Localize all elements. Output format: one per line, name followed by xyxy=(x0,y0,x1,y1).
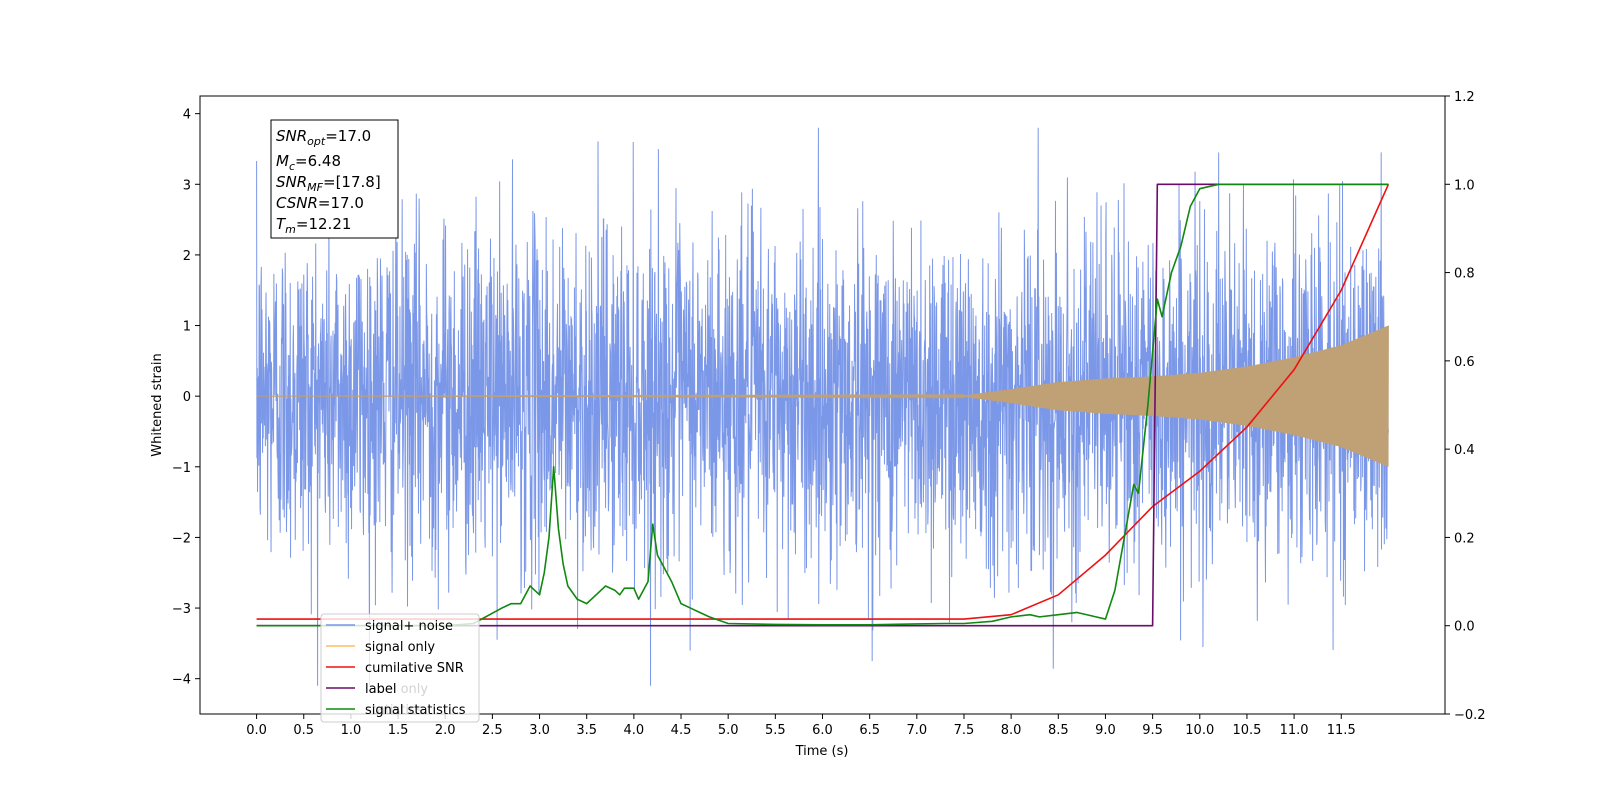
y-right-tick-label: 0.6 xyxy=(1454,355,1475,370)
x-tick-label: 10.0 xyxy=(1185,723,1214,738)
legend: label only statistics signal+ noise sign… xyxy=(320,613,480,723)
x-tick-label: 1.5 xyxy=(388,723,409,738)
y-right-tick-label: 0.4 xyxy=(1454,443,1475,458)
y-left-tick-label: 1 xyxy=(183,320,191,335)
y-right-tick-label: 1.2 xyxy=(1454,90,1475,105)
x-tick-label: 5.0 xyxy=(718,723,739,738)
x-axis-label: Time (s) xyxy=(795,744,849,759)
info-csnr: CSNR=17.0 xyxy=(276,194,364,212)
series-signal-statistics xyxy=(256,183,1389,627)
x-tick-label: 10.5 xyxy=(1232,723,1261,738)
svg-text:cumilative SNR: cumilative SNR xyxy=(365,661,464,676)
info-snr-opt: SNRopt=17.0 xyxy=(276,127,371,148)
x-tick-label: 2.0 xyxy=(435,723,456,738)
y-right-tick-label: 1.0 xyxy=(1454,178,1475,193)
y-left-tick-label: −3 xyxy=(172,602,191,617)
info-snr-mf: SNRMF=[17.8] xyxy=(276,173,381,194)
series-cumulative-snr xyxy=(256,183,1390,620)
y-right-tick-label: 0.8 xyxy=(1454,267,1475,282)
legend-item-signal-statistics: signal statistics xyxy=(326,703,466,718)
x-tick-label: 7.5 xyxy=(954,723,975,738)
y-axis-right: 1.2 1.0 0.8 0.6 0.4 0.2 0.0 −0.2 xyxy=(1445,90,1486,723)
x-tick-label: 0.0 xyxy=(246,723,267,738)
legend-ghost-statistics: statistics xyxy=(365,703,423,718)
info-tm: Tm=12.21 xyxy=(276,215,351,236)
x-tick-label: 11.0 xyxy=(1280,723,1309,738)
y-left-tick-label: 2 xyxy=(183,249,191,264)
y-right-tick-label: 0.0 xyxy=(1454,620,1475,635)
y-right-tick-label: 0.2 xyxy=(1454,531,1475,546)
x-axis: 0.0 0.5 1.0 1.5 2.0 2.5 3.0 3.5 4.0 4.5 5.0 5.5 6.0 6… xyxy=(246,714,1356,738)
y-right-tick-label: −0.2 xyxy=(1454,708,1486,723)
x-tick-label: 9.5 xyxy=(1142,723,1163,738)
y-left-tick-label: 4 xyxy=(183,108,191,123)
legend-item-cumulative-snr: cumilative SNR xyxy=(326,661,464,676)
y-left-tick-label: 0 xyxy=(183,390,191,405)
info-mc: Mc=6.48 xyxy=(276,152,341,173)
legend-item-signal-only: signal only xyxy=(326,640,435,655)
y-left-tick-label: −2 xyxy=(172,531,191,546)
svg-text:signal+ noise: signal+ noise xyxy=(365,619,453,634)
x-tick-label: 1.0 xyxy=(341,723,362,738)
y-left-tick-label: −1 xyxy=(172,461,191,476)
x-tick-label: 8.0 xyxy=(1001,723,1022,738)
y-axis-left: 4 3 2 1 0 −1 −2 −3 −4 xyxy=(172,108,200,688)
svg-text:signal statistics: signal statistics xyxy=(365,703,466,718)
x-tick-label: 0.5 xyxy=(293,723,314,738)
x-tick-label: 3.5 xyxy=(576,723,597,738)
legend-item-label: label xyxy=(326,682,396,697)
svg-text:signal only: signal only xyxy=(365,640,435,655)
x-tick-label: 4.0 xyxy=(624,723,645,738)
plot-area xyxy=(256,127,1390,686)
x-tick-label: 6.5 xyxy=(859,723,880,738)
y-left-tick-label: −4 xyxy=(172,673,191,688)
x-tick-label: 8.5 xyxy=(1048,723,1069,738)
x-tick-label: 6.0 xyxy=(812,723,833,738)
x-tick-label: 11.5 xyxy=(1327,723,1356,738)
x-tick-label: 4.5 xyxy=(671,723,692,738)
x-tick-label: 3.0 xyxy=(529,723,550,738)
x-tick-label: 5.5 xyxy=(765,723,786,738)
legend-item-signal-noise: signal+ noise xyxy=(326,619,453,634)
x-tick-label: 7.0 xyxy=(906,723,927,738)
series-signal-noise xyxy=(256,127,1389,686)
x-tick-label: 2.5 xyxy=(482,723,503,738)
series-signal-only xyxy=(256,325,1389,467)
x-tick-label: 9.0 xyxy=(1095,723,1116,738)
legend-ghost-label-only: label only xyxy=(365,682,428,697)
info-box: SNRopt=17.0 Mc=6.48 SNRMF=[17.8] CSNR=17… xyxy=(270,119,399,239)
svg-text:label: label xyxy=(365,682,396,697)
y-axis-label: Whitened strain xyxy=(150,353,165,456)
y-left-tick-label: 3 xyxy=(183,178,191,193)
